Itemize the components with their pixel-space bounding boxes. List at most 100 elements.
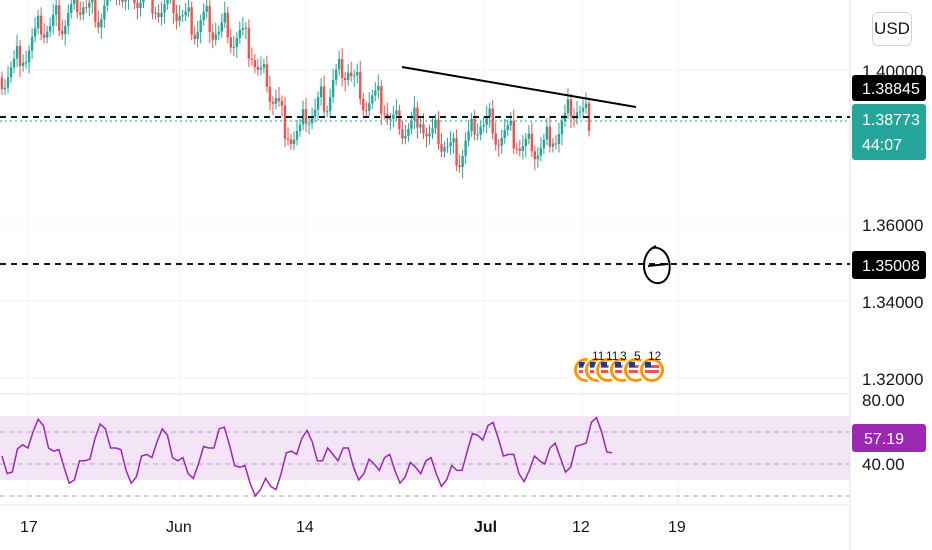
candle-body <box>139 2 142 9</box>
candle-body <box>581 107 585 112</box>
candle-body <box>262 64 266 68</box>
candle-body <box>274 98 278 104</box>
candle-body <box>3 87 7 90</box>
candle-body <box>521 146 525 151</box>
candle-body <box>241 28 245 30</box>
candle-body <box>226 12 229 38</box>
currency-button[interactable]: USD <box>872 12 912 46</box>
candle-body <box>247 27 251 59</box>
candle-body <box>211 32 214 40</box>
candle-body <box>67 12 70 26</box>
candle-body <box>178 16 181 21</box>
candle-body <box>491 108 494 134</box>
candle-body <box>51 14 55 26</box>
candle-body <box>124 0 127 2</box>
candle-body <box>57 5 61 31</box>
candle-body <box>307 123 311 125</box>
event-count-label: 3 <box>620 349 627 363</box>
candle-body <box>175 13 178 21</box>
candle-body <box>548 126 552 147</box>
candle-body <box>136 3 139 9</box>
candle-body <box>377 86 380 91</box>
candle-body <box>24 62 28 64</box>
candle-body <box>217 31 220 35</box>
candle-body <box>250 58 254 60</box>
candle-body <box>205 5 208 12</box>
candle-body <box>193 34 196 40</box>
time-tick: Jul <box>474 519 497 536</box>
candle-body <box>503 130 506 138</box>
candle-body <box>482 124 485 127</box>
candle-body <box>91 0 94 3</box>
candle-body <box>569 99 573 117</box>
candle-body <box>533 151 537 160</box>
candle-body <box>389 118 392 120</box>
drawn-circle-annotation[interactable] <box>643 245 671 285</box>
event-count-label: 11 <box>592 349 605 363</box>
candle-body <box>253 59 257 68</box>
candle-body <box>371 95 374 104</box>
event-count-label: 11 <box>606 349 619 363</box>
candle-body <box>551 143 555 147</box>
time-tick: 17 <box>20 519 38 536</box>
candle-body <box>277 98 281 102</box>
candle-body <box>238 29 242 39</box>
candle-body <box>82 7 85 15</box>
candle-body <box>21 62 25 66</box>
candle-body <box>464 140 467 156</box>
candle-body <box>422 124 425 134</box>
candle-body <box>458 165 461 168</box>
candle-body <box>316 97 320 110</box>
candle-body <box>283 105 287 139</box>
candle-body <box>500 137 503 146</box>
candle-body <box>295 131 299 140</box>
candle-body <box>100 19 103 28</box>
candle-body <box>271 101 275 104</box>
candle-body <box>584 103 588 108</box>
candle-body <box>15 45 19 59</box>
candle-body <box>362 98 365 111</box>
candle-body <box>208 5 211 33</box>
candle-body <box>554 143 558 145</box>
candle-body <box>328 97 332 112</box>
candle-body <box>467 131 470 141</box>
candle-body <box>292 139 296 145</box>
candle-body <box>479 126 482 135</box>
candle-body <box>265 64 269 87</box>
trendline[interactable] <box>401 66 637 108</box>
candle-body <box>340 58 344 78</box>
candle-body <box>73 0 76 5</box>
candle-body <box>413 107 416 121</box>
candle-body <box>304 109 308 124</box>
candle-body <box>259 67 263 70</box>
candles <box>0 0 591 179</box>
candle-body <box>223 12 226 23</box>
candle-body <box>64 25 67 35</box>
candle-body <box>515 148 518 150</box>
candle-body <box>518 148 521 151</box>
rsi-band <box>0 416 850 480</box>
event-count-label: 5 <box>634 349 641 363</box>
level-tag-resistance: 1.38845 <box>852 75 926 101</box>
candle-body <box>557 133 561 145</box>
candle-body <box>374 90 377 96</box>
candle-body <box>154 12 157 14</box>
candle-body <box>220 22 223 32</box>
candle-body <box>353 75 356 77</box>
time-tick: 14 <box>296 519 314 536</box>
candle-body <box>244 27 248 29</box>
candle-body <box>319 86 323 98</box>
candle-body <box>30 36 34 51</box>
rsi-tick-lower: 40.00 <box>862 455 905 474</box>
candle-body <box>12 58 16 68</box>
event-count-label: 12 <box>648 349 662 363</box>
candle-body <box>280 101 284 106</box>
candle-body <box>470 118 473 132</box>
candle-body <box>289 139 293 145</box>
event-markers[interactable]: 11 11 3 5 12 <box>572 349 666 384</box>
candle-body <box>476 134 479 136</box>
candle-body <box>560 121 564 134</box>
candle-body <box>235 38 239 47</box>
candle-body <box>365 110 368 112</box>
